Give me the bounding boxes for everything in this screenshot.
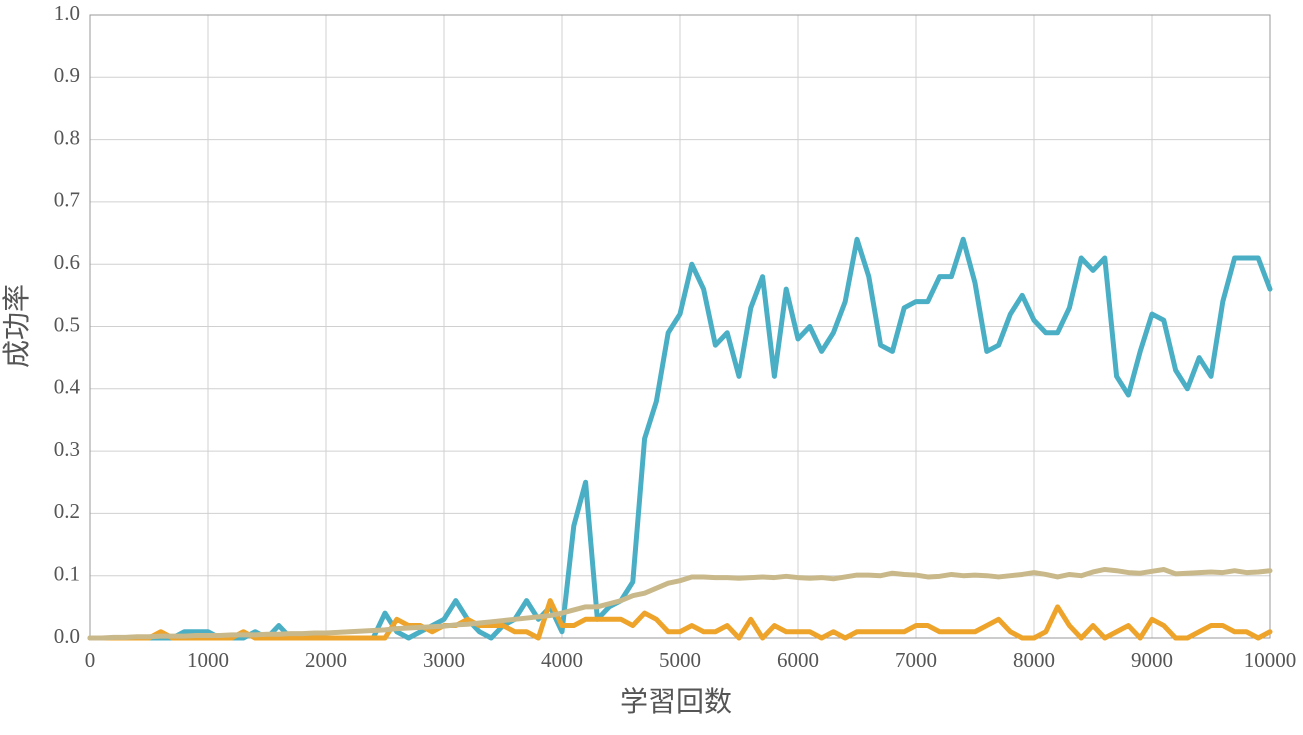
plot-border — [89, 14, 1271, 639]
x-tick-label: 6000 — [777, 648, 819, 672]
x-tick-label: 5000 — [659, 648, 701, 672]
x-tick-label: 4000 — [541, 648, 583, 672]
x-tick-label: 7000 — [895, 648, 937, 672]
y-tick-label: 0.4 — [54, 375, 81, 399]
line-series — [87, 598, 1273, 641]
y-tick-label: 0.0 — [54, 624, 80, 648]
x-tick-label: 1000 — [187, 648, 229, 672]
x-tick-label: 3000 — [423, 648, 465, 672]
x-tick-label: 8000 — [1013, 648, 1055, 672]
y-tick-label: 0.3 — [54, 437, 80, 461]
y-axis-label: 成功率 — [0, 284, 33, 368]
x-tick-label: 9000 — [1131, 648, 1173, 672]
y-tick-label: 0.9 — [54, 63, 80, 87]
x-tick-label: 0 — [85, 648, 96, 672]
y-tick-label: 0.1 — [54, 562, 80, 586]
line-series — [87, 566, 1273, 641]
y-tick-label: 0.8 — [54, 125, 80, 149]
y-tick-label: 0.6 — [54, 250, 80, 274]
x-tick-label: 2000 — [305, 648, 347, 672]
y-tick-label: 0.2 — [54, 499, 80, 523]
x-axis-label: 学習回数 — [620, 685, 732, 718]
x-tick-label: 10000 — [1244, 648, 1297, 672]
y-tick-label: 0.5 — [54, 312, 80, 336]
y-tick-label: 1.0 — [54, 1, 80, 25]
y-tick-label: 0.7 — [54, 188, 80, 212]
